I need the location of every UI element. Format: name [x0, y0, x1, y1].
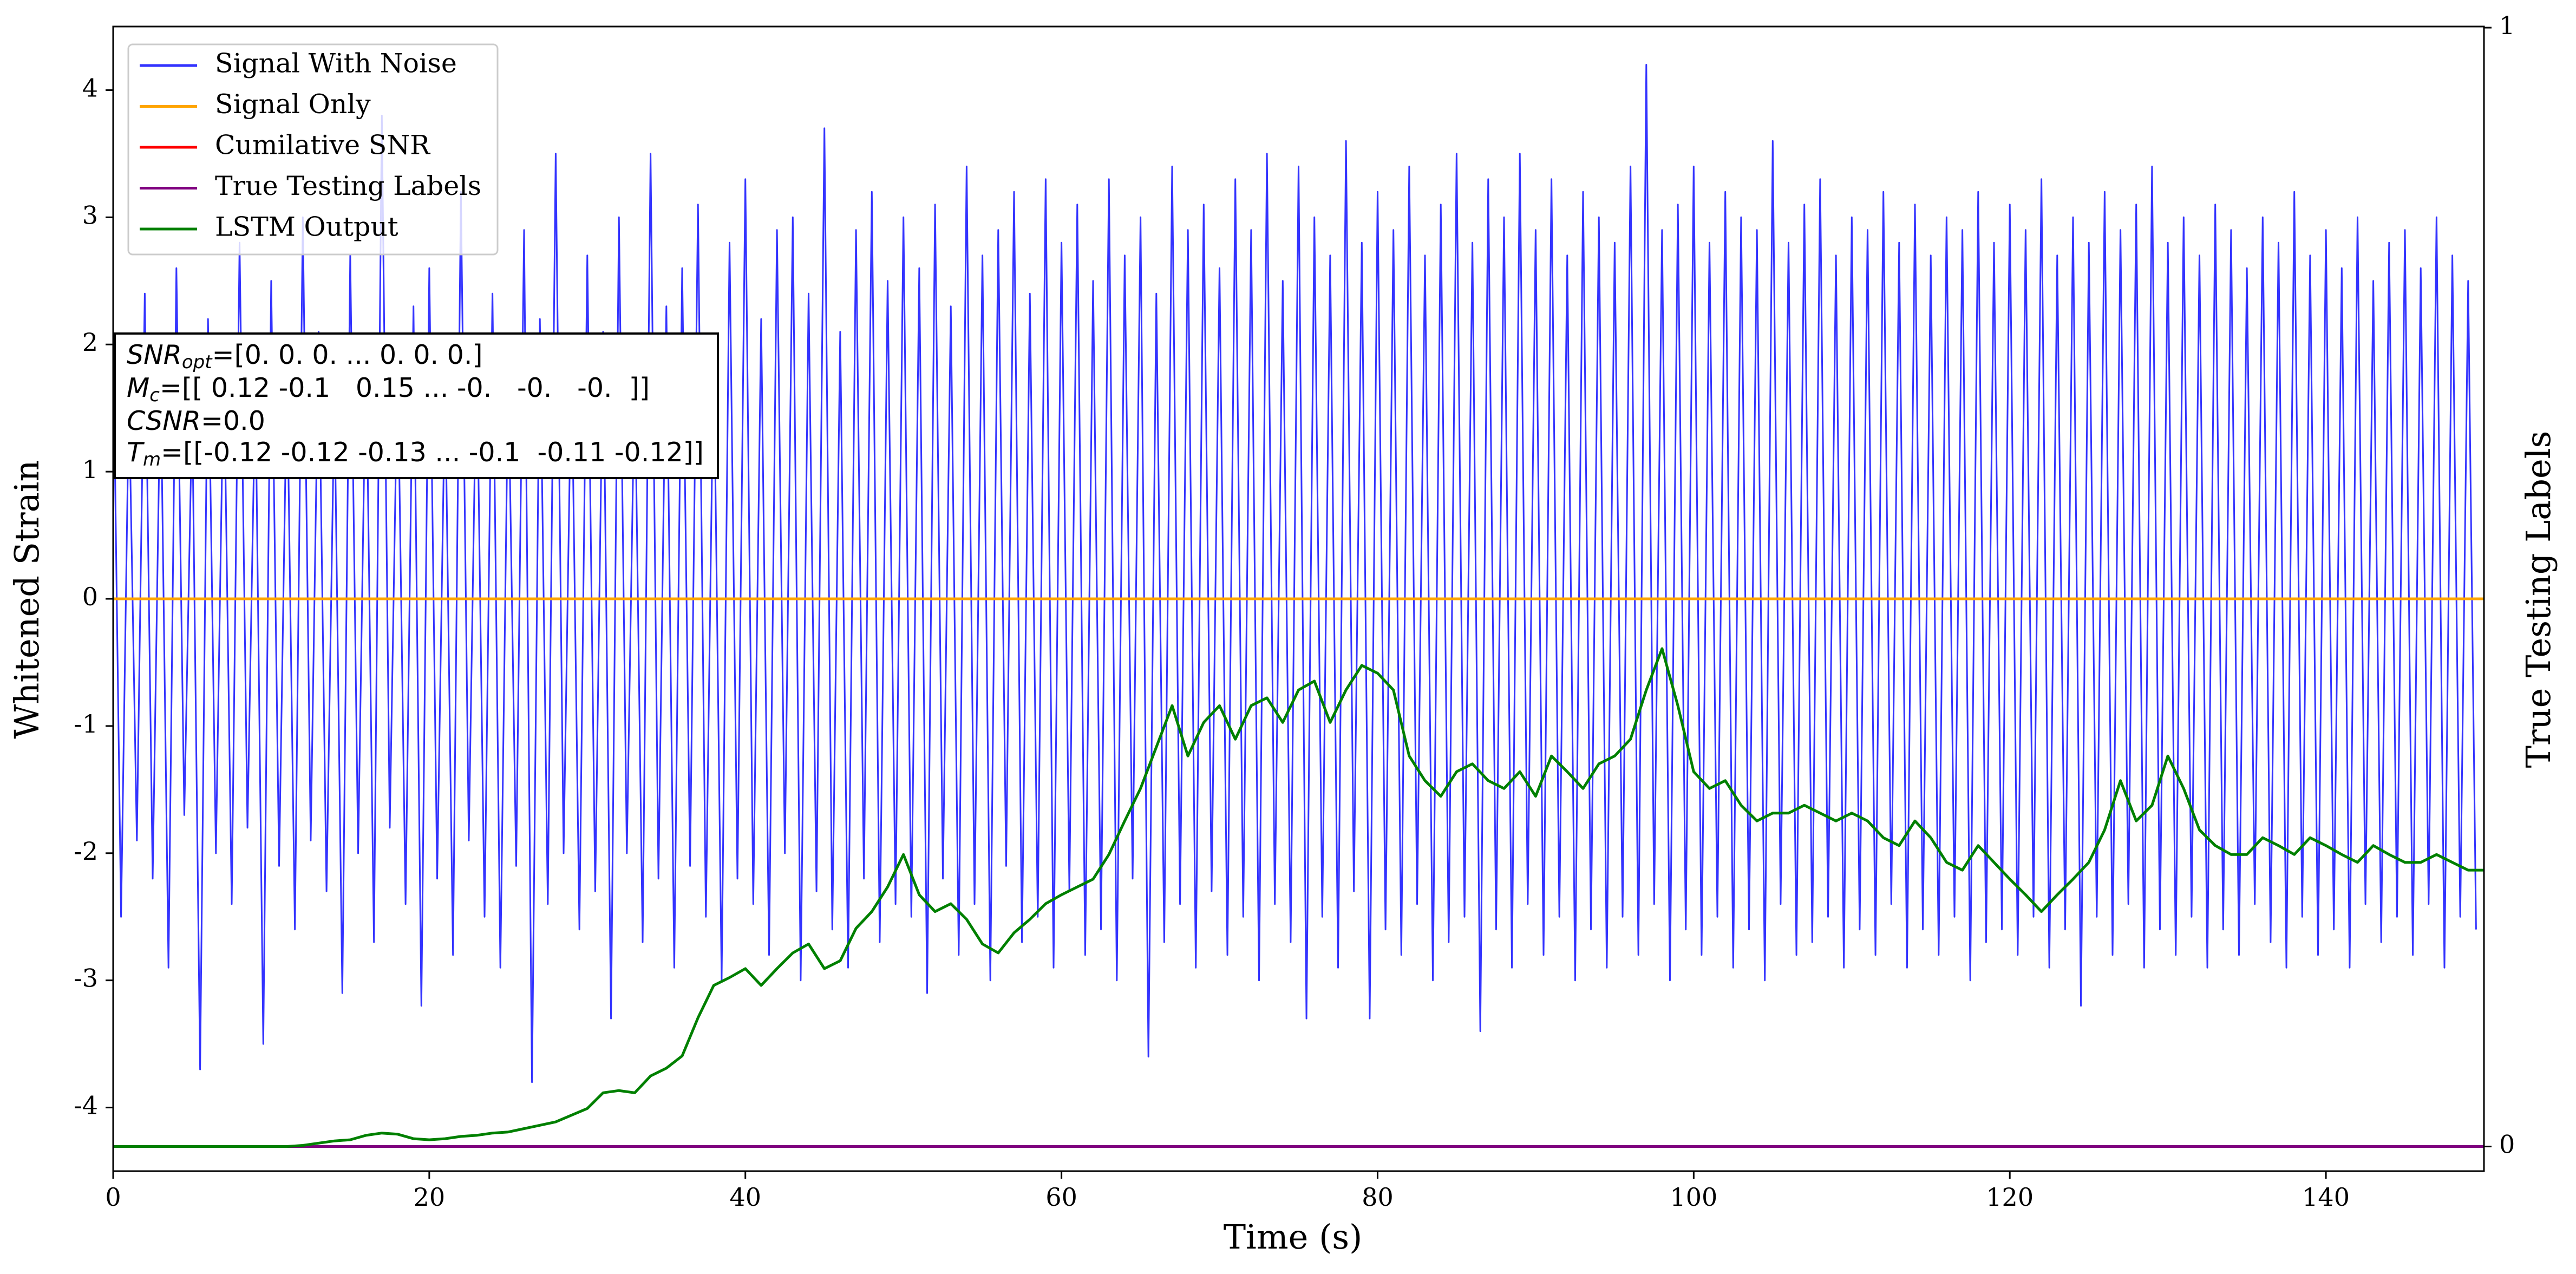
x-tick-label: 100: [1670, 1182, 1717, 1212]
series-line: [113, 647, 2484, 1148]
x-tick-label: 60: [1045, 1182, 1077, 1212]
y-tick-label: -2: [74, 837, 98, 866]
y-tick-label: 2: [82, 328, 98, 357]
y-tick-label: 0: [82, 582, 98, 611]
annotation-subscript: c: [149, 384, 160, 406]
y-axis-label: Whitened Strain: [7, 460, 47, 739]
x-tick-label: 140: [2302, 1182, 2350, 1212]
legend-box: [127, 43, 499, 256]
y-tick-label: 3: [82, 200, 98, 230]
annotation: SNRopt=[0. 0. 0. ... 0. 0. 0.]Mc=[[ 0.12…: [114, 332, 719, 479]
x-tick-label: 20: [414, 1182, 446, 1212]
annotation-symbol: SNR: [127, 339, 182, 370]
annotation-symbol: T: [127, 437, 145, 468]
annotation-line: Tm=[[-0.12 -0.12 -0.13 ... -0.1 -0.11 -0…: [127, 437, 704, 471]
y-tick-label: -4: [74, 1091, 98, 1120]
y-tick-label: 4: [82, 73, 98, 102]
y2-tick-label: 0: [2499, 1130, 2515, 1159]
legend: Signal With Noise Signal Only Cumilative S…: [127, 43, 499, 256]
legend-label: Signal With Noise: [215, 48, 457, 79]
annotation-line: Mc=[[ 0.12 -0.1 0.15 ... -0. -0. -0. ]]: [127, 373, 650, 406]
legend-label: Signal Only: [215, 89, 371, 120]
annotation-line: CSNR=0.0: [127, 406, 265, 436]
legend-label: LSTM Output: [215, 212, 398, 243]
y2-axis-label: True Testing Labels: [2519, 431, 2558, 768]
x-tick-label: 40: [729, 1182, 761, 1212]
x-axis-label: Time (s): [1224, 1217, 1363, 1257]
x-tick-label: 0: [105, 1182, 121, 1212]
annotation-text: =[[ 0.12 -0.1 0.15 ... -0. -0. -0. ]]: [160, 373, 650, 403]
y2-tick-label: 1: [2499, 11, 2515, 40]
y-tick-label: -1: [74, 709, 98, 739]
annotation-text: =[[-0.12 -0.12 -0.13 ... -0.1 -0.11 -0.1…: [161, 437, 704, 468]
annotation-line: SNRopt=[0. 0. 0. ... 0. 0. 0.]: [127, 339, 483, 373]
x-tick-label: 80: [1362, 1182, 1394, 1212]
annotation-symbol: M: [127, 373, 149, 403]
annotation-text: =[0. 0. 0. ... 0. 0. 0.]: [212, 339, 483, 370]
y-tick-label: -3: [74, 964, 98, 993]
legend-label: True Testing Labels: [215, 171, 481, 201]
annotation-symbol: CSNR: [127, 406, 201, 436]
annotation-subscript: opt: [182, 351, 213, 373]
legend-label: Cumilative SNR: [215, 130, 431, 161]
y-tick-label: 1: [82, 455, 98, 484]
annotation-text: =0.0: [201, 406, 265, 436]
x-tick-label: 120: [1986, 1182, 2034, 1212]
annotation-subscript: m: [143, 449, 161, 471]
annotation-box: [114, 332, 719, 479]
